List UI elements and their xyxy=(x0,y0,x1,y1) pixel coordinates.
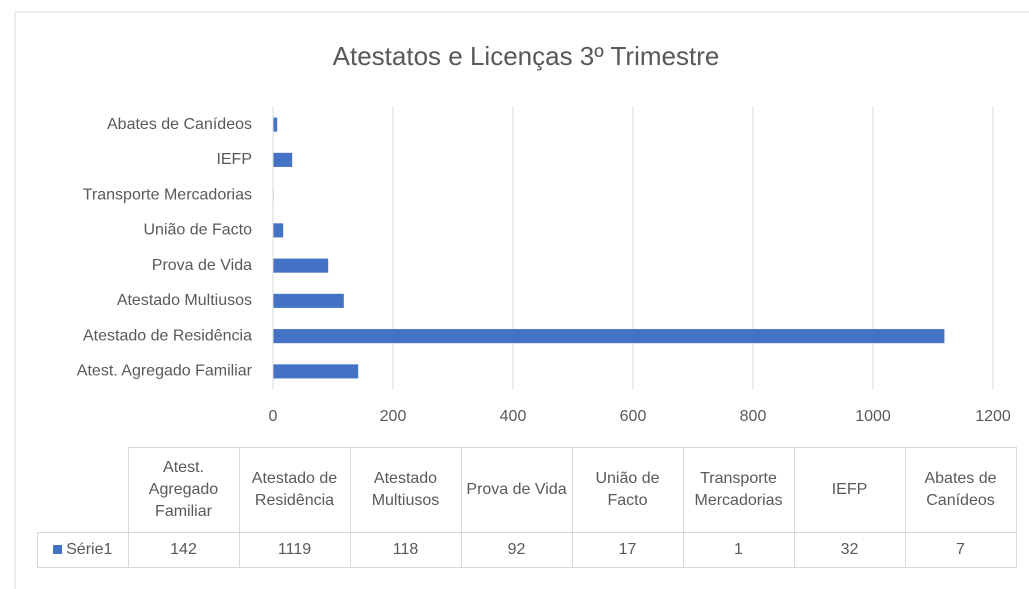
y-tick-label: IEFP xyxy=(216,151,252,168)
x-tick-label: 1000 xyxy=(855,408,891,425)
bar xyxy=(273,117,278,132)
table-value: 32 xyxy=(793,532,906,568)
y-tick-label: Transporte Mercadorias xyxy=(83,186,252,203)
table-value: 7 xyxy=(904,532,1017,568)
y-tick-label: União de Facto xyxy=(143,222,252,239)
chart-title: Atestatos e Licenças 3º Trimestre xyxy=(333,41,720,71)
table-value: 1 xyxy=(682,532,795,568)
table-corner xyxy=(38,448,129,533)
data-table: Atest. Agregado Familiar Atestado de Resi… xyxy=(37,447,1017,568)
bar xyxy=(273,223,284,238)
y-tick-label: Atestado de Residência xyxy=(83,327,252,344)
table-category: Prova de Vida xyxy=(460,447,573,533)
bar xyxy=(273,152,293,167)
legend-key xyxy=(53,545,63,554)
x-tick-label: 400 xyxy=(500,408,527,425)
table-category: IEFP xyxy=(793,447,906,533)
bar xyxy=(273,293,344,308)
y-tick-label: Abates de Canídeos xyxy=(107,116,252,133)
x-tick-label: 0 xyxy=(269,408,278,425)
table-category: Atest. Agregado Familiar xyxy=(127,447,240,533)
x-tick-label: 800 xyxy=(740,408,767,425)
table-category: Atestado Multiusos xyxy=(349,447,462,533)
y-tick-label: Prova de Vida xyxy=(152,257,252,274)
table-value: 17 xyxy=(571,532,684,568)
table-value: 92 xyxy=(460,532,573,568)
table-value: 142 xyxy=(127,532,240,568)
y-tick-label: Atestado Multiusos xyxy=(117,292,252,309)
bar xyxy=(273,258,329,273)
table-category: Transporte Mercadorias xyxy=(682,447,795,533)
y-tick-label: Atest. Agregado Familiar xyxy=(77,363,253,380)
table-value: 118 xyxy=(349,532,462,568)
table-header-row: Atest. Agregado Familiar Atestado de Resi… xyxy=(38,447,1017,533)
table-category: Atestado de Residência xyxy=(238,447,351,533)
bar xyxy=(273,364,359,379)
table-category: União de Facto xyxy=(571,447,684,533)
bar xyxy=(273,329,945,344)
table-value-row: Série1 142 1119 118 92 17 1 32 7 xyxy=(37,532,1017,568)
x-tick-label: 600 xyxy=(620,408,647,425)
table-category: Abates de Canídeos xyxy=(904,447,1017,533)
legend-cell: Série1 xyxy=(37,532,129,568)
table-value: 1119 xyxy=(238,532,351,568)
x-tick-label: 200 xyxy=(380,408,407,425)
x-tick-label: 1200 xyxy=(975,408,1011,425)
legend-label: Série1 xyxy=(66,541,113,558)
